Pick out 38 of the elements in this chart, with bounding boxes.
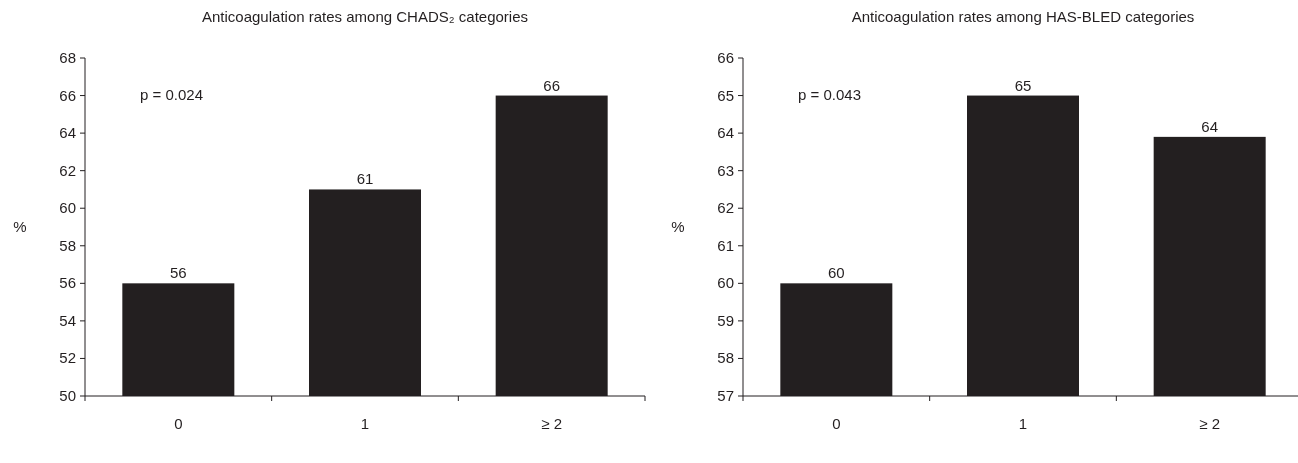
y-tick-label: 64 bbox=[717, 124, 734, 142]
y-tick-label: 60 bbox=[717, 274, 734, 292]
y-tick-label: 52 bbox=[59, 349, 76, 367]
y-tick-label: 57 bbox=[717, 387, 734, 404]
chart-title: Anticoagulation rates among CHADS₂ categories bbox=[202, 8, 528, 25]
data-label: 56 bbox=[169, 264, 187, 282]
y-axis-title: % bbox=[13, 218, 27, 235]
x-tick-label: ≥ 2 bbox=[541, 415, 563, 432]
y-tick-label: 54 bbox=[59, 311, 76, 329]
data-label: 61 bbox=[356, 170, 374, 188]
y-tick-label: 60 bbox=[59, 199, 76, 217]
y-tick-label: 68 bbox=[59, 49, 76, 66]
chart-title: Anticoagulation rates among HAS-BLED categories bbox=[851, 8, 1195, 25]
y-tick-label: 62 bbox=[59, 161, 76, 179]
y-tick-label: 64 bbox=[59, 124, 76, 142]
data-label: 65 bbox=[1014, 76, 1032, 94]
annotation: p = 0.024 bbox=[140, 86, 203, 103]
y-tick-label: 56 bbox=[59, 274, 76, 292]
x-tick-label: 0 bbox=[174, 415, 183, 432]
x-tick-label: 0 bbox=[832, 415, 841, 432]
y-tick-label: 62 bbox=[717, 199, 734, 217]
x-tick-label: 1 bbox=[1018, 415, 1028, 432]
y-tick-label: 50 bbox=[59, 387, 76, 404]
y-tick-label: 58 bbox=[717, 349, 734, 367]
y-tick-label: 66 bbox=[59, 86, 76, 104]
y-tick-label: 58 bbox=[59, 236, 76, 254]
data-label: 64 bbox=[1201, 117, 1219, 135]
y-tick-label: 61 bbox=[717, 236, 734, 254]
y-axis-title: % bbox=[671, 218, 685, 235]
annotation: p = 0.043 bbox=[798, 86, 861, 103]
y-tick-label: 59 bbox=[717, 311, 734, 329]
x-tick-label: 1 bbox=[360, 415, 370, 432]
y-tick-label: 66 bbox=[717, 49, 734, 66]
x-tick-label: ≥ 2 bbox=[1199, 415, 1221, 432]
data-label: 60 bbox=[827, 264, 845, 282]
y-tick-label: 65 bbox=[717, 86, 734, 104]
data-label: 66 bbox=[543, 76, 561, 94]
y-tick-label: 63 bbox=[717, 161, 734, 179]
